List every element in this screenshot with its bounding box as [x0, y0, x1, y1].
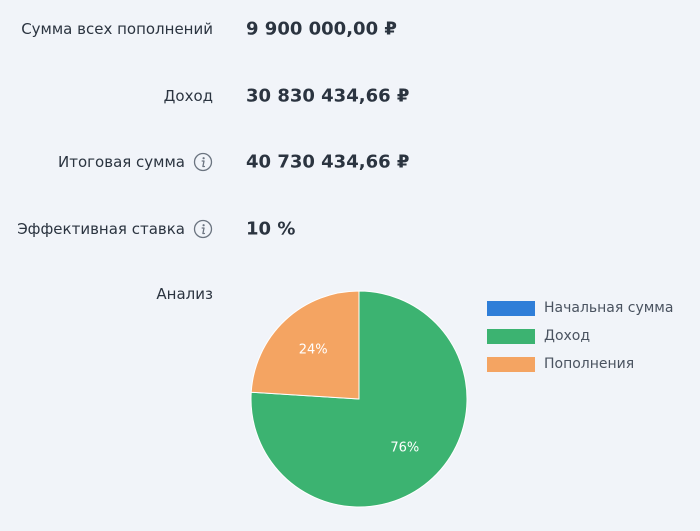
final-sum-value: 40 730 434,66 ₽	[246, 151, 410, 173]
legend-item-topups[interactable]: Пополнения	[487, 354, 673, 374]
pie-slice-label-1: 76%	[390, 440, 419, 455]
info-icon[interactable]	[193, 219, 213, 239]
summary-row-final-sum: Итоговая сумма 40 730 434,66 ₽	[0, 147, 700, 177]
final-sum-label: Итоговая сумма	[58, 153, 185, 171]
total-topups-label: Сумма всех пополнений	[21, 20, 213, 38]
legend-label: Начальная сумма	[544, 300, 674, 316]
pie-slice-2[interactable]	[250, 290, 360, 400]
summary-row-effective-rate: Эффективная ставка 10 %	[0, 214, 700, 244]
effective-rate-value: 10 %	[246, 218, 296, 240]
pie-slice-1[interactable]	[250, 290, 468, 508]
income-value: 30 830 434,66 ₽	[246, 85, 410, 107]
summary-row-total-topups: Сумма всех пополнений 9 900 000,00 ₽	[0, 14, 700, 44]
legend-swatch	[487, 300, 535, 316]
info-icon[interactable]	[193, 152, 213, 172]
total-topups-value: 9 900 000,00 ₽	[246, 18, 397, 40]
pie-slice-label-2: 24%	[299, 343, 328, 358]
effective-rate-label: Эффективная ставка	[17, 220, 185, 238]
legend-label: Пополнения	[544, 356, 635, 372]
chart-legend: Начальная сумма Доход Пополнения	[487, 298, 673, 382]
income-label: Доход	[163, 87, 213, 105]
legend-item-initial-sum[interactable]: Начальная сумма	[487, 298, 673, 318]
pie-chart: 76% 24%	[250, 290, 468, 508]
analysis-label: Анализ	[156, 285, 213, 303]
legend-item-income[interactable]: Доход	[487, 326, 673, 346]
legend-label: Доход	[544, 328, 591, 344]
summary-row-income: Доход 30 830 434,66 ₽	[0, 81, 700, 111]
legend-swatch	[487, 356, 535, 372]
legend-swatch	[487, 328, 535, 344]
